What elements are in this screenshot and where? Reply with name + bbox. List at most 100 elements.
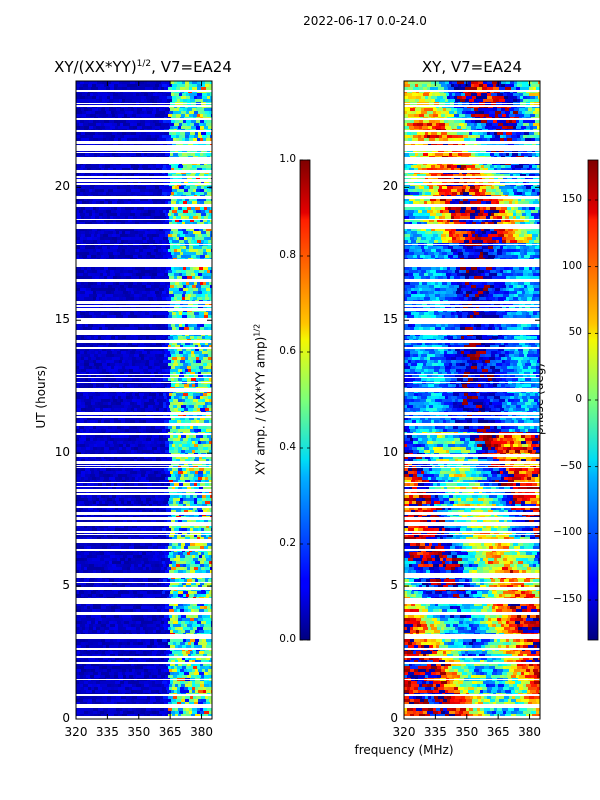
amplitude-cell bbox=[113, 222, 117, 226]
amplitude-cell bbox=[177, 420, 182, 424]
amplitude-cell bbox=[146, 414, 152, 418]
amplitude-cell bbox=[130, 294, 135, 298]
amplitude-cell bbox=[181, 510, 185, 514]
amplitude-cell bbox=[161, 459, 167, 463]
amplitude-cell bbox=[96, 99, 100, 103]
amplitude-cell bbox=[155, 84, 160, 88]
amplitude-cell bbox=[90, 480, 95, 484]
amplitude-cell bbox=[138, 219, 144, 223]
amplitude-cell bbox=[120, 252, 126, 256]
amplitude-cell bbox=[159, 177, 165, 181]
amplitude-cell bbox=[109, 357, 113, 361]
amplitude-cell bbox=[116, 345, 122, 349]
amplitude-cell bbox=[161, 87, 165, 91]
amplitude-cell bbox=[130, 228, 135, 232]
amplitude-cell bbox=[174, 273, 180, 277]
amplitude-cell bbox=[202, 168, 207, 172]
amplitude-cell bbox=[175, 165, 179, 169]
amplitude-cell bbox=[113, 168, 117, 172]
amplitude-cell bbox=[89, 81, 93, 85]
amplitude-cell bbox=[153, 246, 157, 250]
amplitude-cell bbox=[138, 441, 143, 445]
amplitude-cell bbox=[79, 219, 85, 223]
amplitude-cell bbox=[80, 252, 85, 256]
amplitude-cell bbox=[117, 111, 123, 115]
amplitude-cell bbox=[178, 441, 183, 445]
amplitude-cell bbox=[76, 108, 82, 112]
amplitude-cell bbox=[179, 237, 185, 241]
amplitude-cell bbox=[110, 444, 115, 448]
amplitude-cell bbox=[182, 495, 187, 499]
amplitude-cell bbox=[140, 495, 146, 499]
amplitude-cell bbox=[182, 378, 188, 382]
amplitude-cell bbox=[120, 459, 126, 463]
amplitude-cell bbox=[84, 228, 88, 232]
amplitude-cell bbox=[94, 399, 98, 403]
amplitude-cell bbox=[146, 249, 151, 253]
amplitude-cell bbox=[182, 315, 188, 319]
amplitude-cell bbox=[200, 396, 204, 400]
amplitude-cell bbox=[88, 405, 93, 409]
amplitude-cell bbox=[117, 393, 122, 397]
amplitude-cell bbox=[102, 240, 106, 244]
amplitude-cell bbox=[76, 252, 81, 256]
amplitude-cell bbox=[114, 348, 118, 352]
amplitude-cell bbox=[120, 342, 126, 346]
amplitude-cell bbox=[206, 507, 210, 511]
amplitude-cell bbox=[120, 123, 124, 127]
amplitude-cell bbox=[207, 270, 211, 274]
amplitude-cell bbox=[202, 501, 206, 505]
amplitude-cell bbox=[106, 471, 111, 475]
amplitude-cell bbox=[160, 366, 164, 370]
amplitude-cell bbox=[186, 291, 191, 295]
amplitude-cell bbox=[204, 201, 209, 205]
amplitude-cell bbox=[123, 441, 129, 445]
amplitude-cell bbox=[114, 417, 119, 421]
amplitude-cell bbox=[179, 240, 185, 244]
amplitude-cell bbox=[187, 165, 193, 169]
amplitude-cell bbox=[141, 444, 146, 448]
amplitude-cell bbox=[175, 303, 181, 307]
amplitude-cell bbox=[203, 366, 207, 370]
amplitude-cell bbox=[206, 249, 212, 253]
amplitude-cell bbox=[169, 444, 173, 448]
amplitude-cell bbox=[86, 510, 92, 514]
amplitude-cell bbox=[161, 123, 165, 127]
amplitude-cell bbox=[190, 168, 195, 172]
amplitude-cell bbox=[130, 87, 136, 91]
amplitude-cell bbox=[187, 402, 193, 406]
amplitude-cell bbox=[158, 123, 162, 127]
amplitude-cell bbox=[190, 150, 195, 154]
amplitude-cell bbox=[207, 135, 211, 139]
amplitude-cell bbox=[201, 87, 207, 91]
amplitude-cell bbox=[192, 237, 196, 241]
amplitude-cell bbox=[181, 507, 187, 511]
amplitude-cell bbox=[98, 336, 102, 340]
amplitude-cell bbox=[209, 213, 212, 217]
amplitude-cell bbox=[147, 135, 152, 139]
amplitude-cell bbox=[207, 393, 212, 397]
amplitude-cell bbox=[189, 249, 194, 253]
amplitude-cell bbox=[163, 210, 167, 214]
amplitude-cell bbox=[172, 114, 177, 118]
amplitude-cell bbox=[182, 168, 186, 172]
amplitude-cell bbox=[170, 303, 176, 307]
amplitude-cell bbox=[131, 510, 137, 514]
amplitude-cell bbox=[105, 99, 110, 103]
amplitude-cell bbox=[128, 414, 133, 418]
amplitude-cell bbox=[86, 486, 91, 490]
amplitude-cell bbox=[123, 399, 128, 403]
amplitude-cell bbox=[146, 168, 152, 172]
amplitude-cell bbox=[128, 510, 132, 514]
amplitude-cell bbox=[117, 213, 121, 217]
amplitude-cell bbox=[173, 336, 179, 340]
amplitude-cell bbox=[179, 501, 184, 505]
amplitude-cell bbox=[173, 372, 177, 376]
amplitude-cell bbox=[122, 111, 126, 115]
amplitude-cell bbox=[134, 228, 139, 232]
amplitude-cell bbox=[125, 222, 131, 226]
amplitude-cell bbox=[134, 177, 140, 181]
amplitude-cell bbox=[186, 336, 191, 340]
amplitude-cell bbox=[110, 420, 115, 424]
